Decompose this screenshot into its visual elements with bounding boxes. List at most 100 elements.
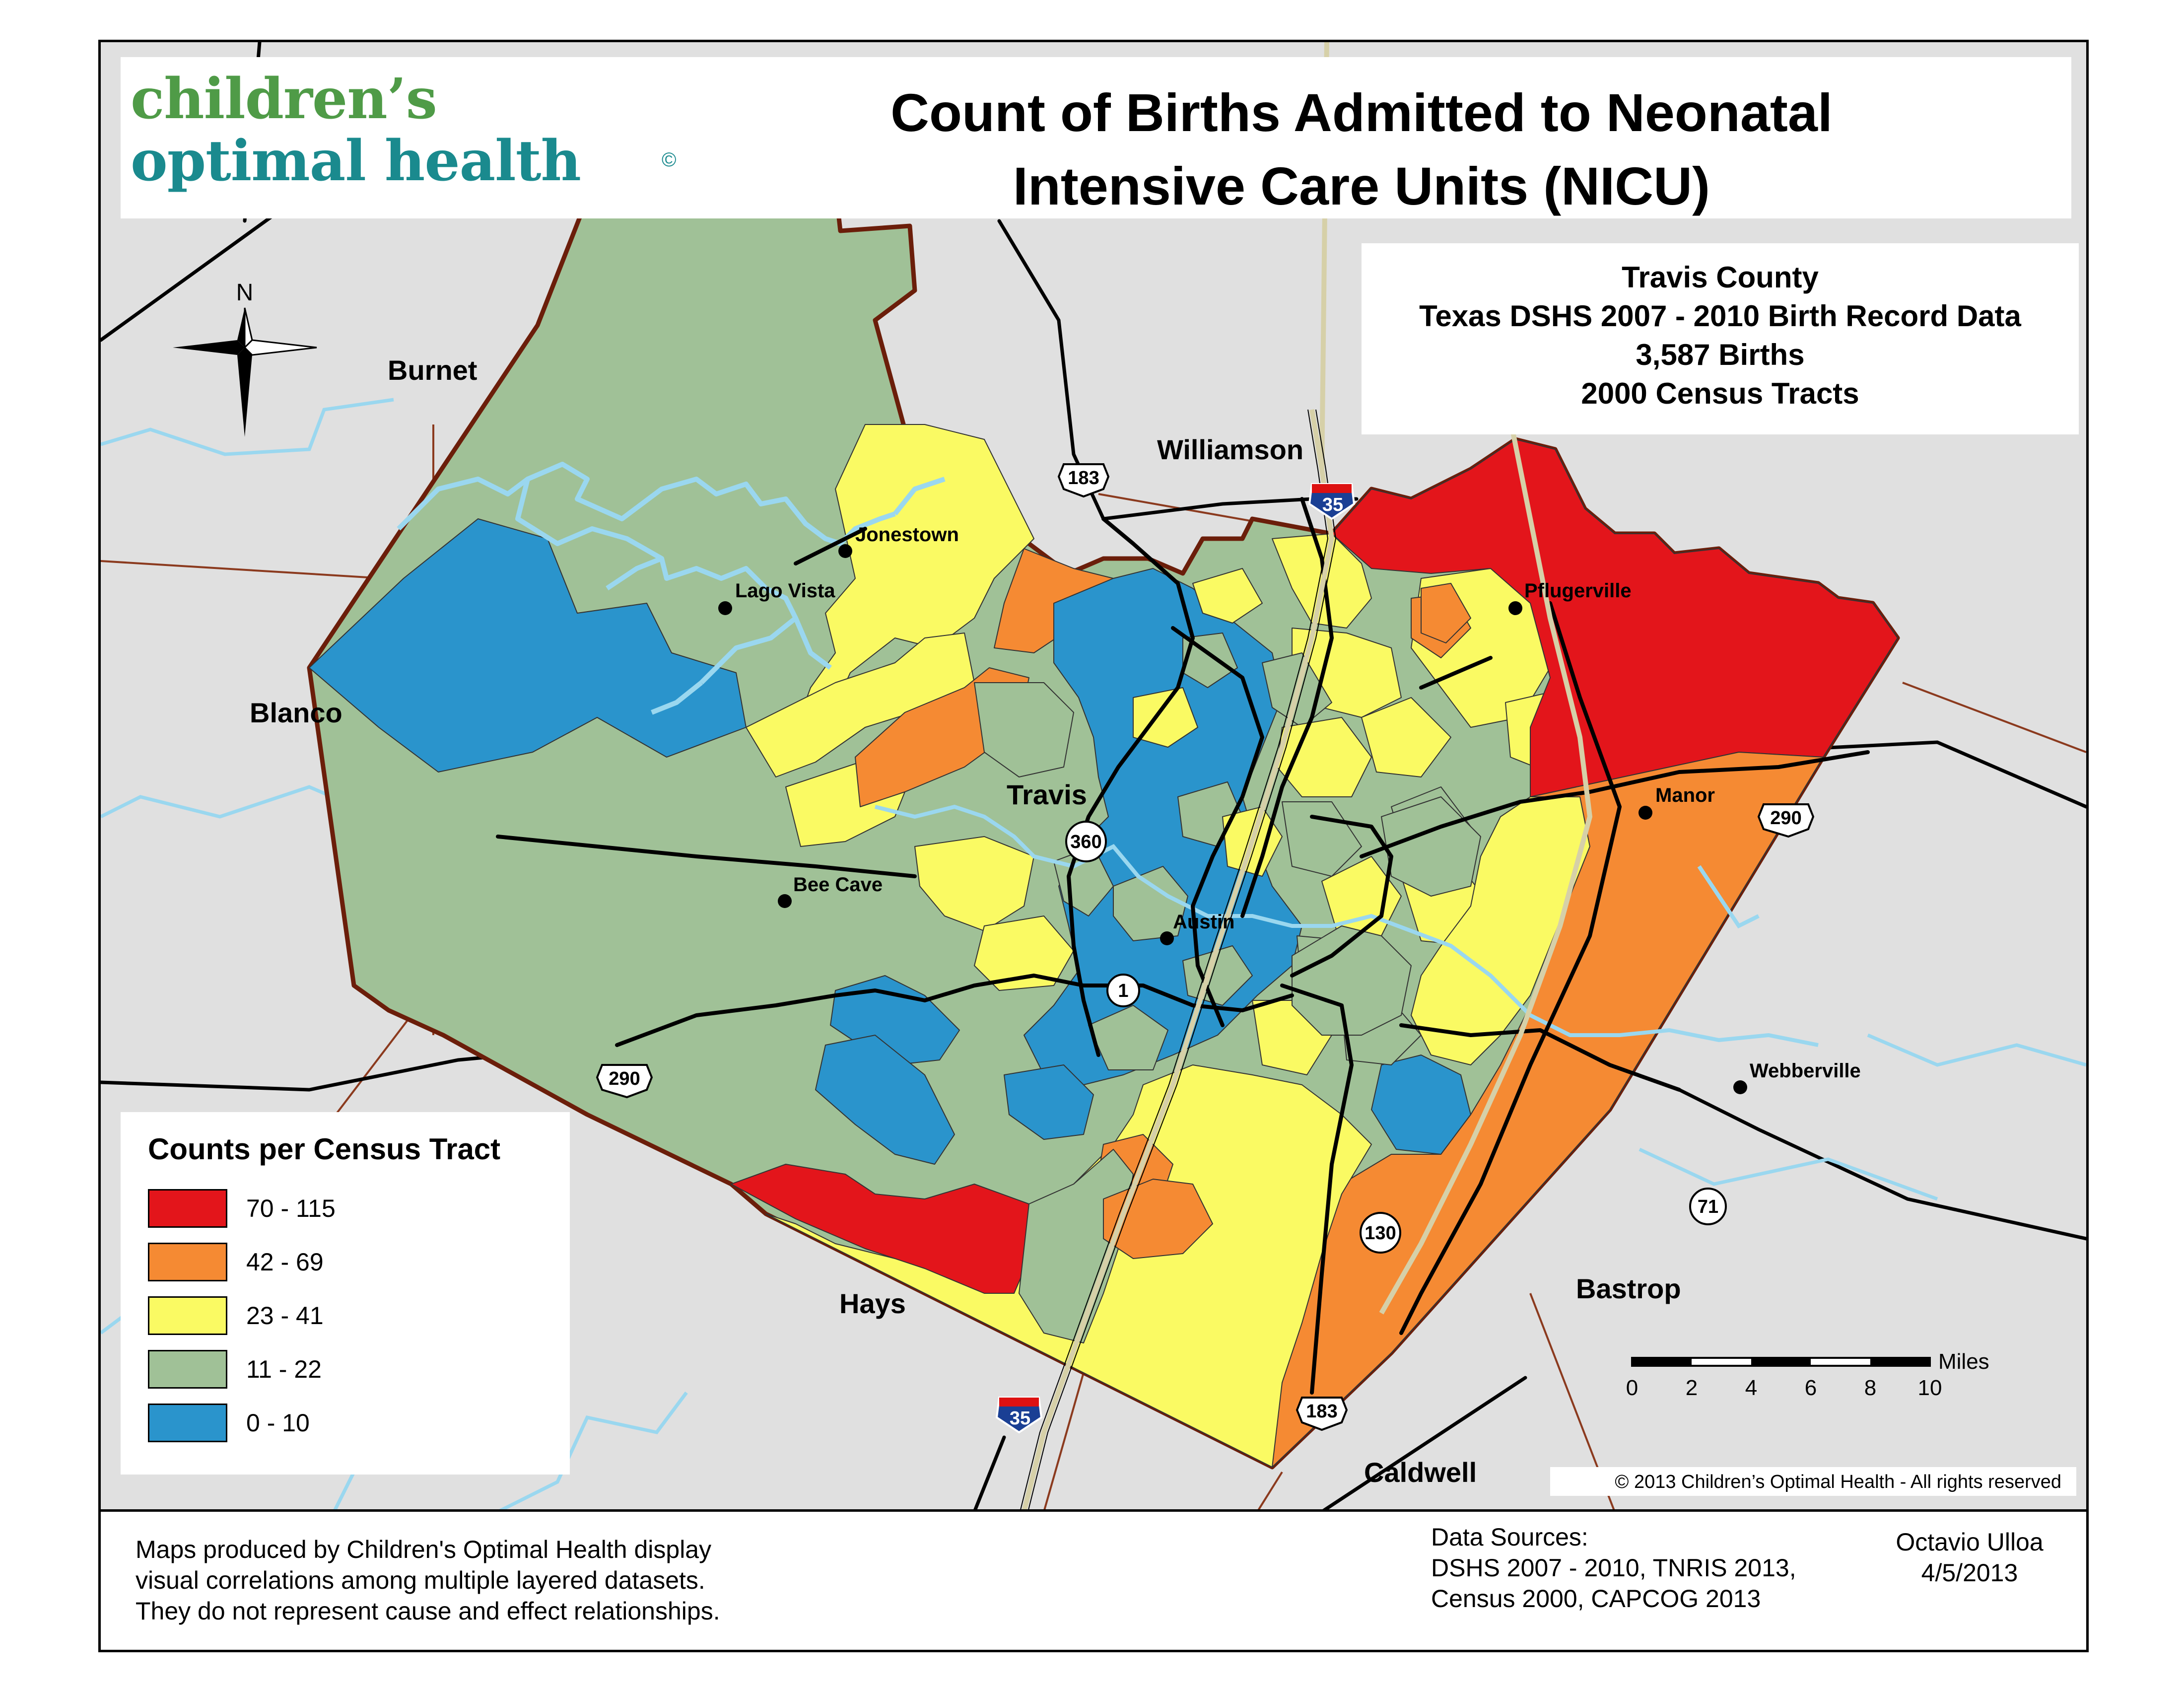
svg-text:35: 35 xyxy=(1322,494,1343,515)
footer-disclaimer: Maps produced by Children's Optimal Heal… xyxy=(136,1534,720,1626)
scale-tick-4: 4 xyxy=(1745,1376,1757,1400)
footer-data-sources: Data Sources: DSHS 2007 - 2010, TNRIS 20… xyxy=(1431,1522,1796,1614)
city-label-webberville: Webberville xyxy=(1750,1060,1861,1082)
county-label-caldwell: Caldwell xyxy=(1364,1457,1477,1488)
city-label-jonestown: Jonestown xyxy=(855,524,959,546)
map-title-line-2: Intensive Care Units (NICU) xyxy=(1013,156,1710,216)
north-label: N xyxy=(236,280,254,306)
loop-1-shield: 1 xyxy=(1106,974,1140,1007)
legend-label: 42 - 69 xyxy=(246,1248,324,1276)
colorado-river xyxy=(875,804,1819,1047)
legend-label: 0 - 10 xyxy=(246,1409,310,1437)
footer-sources-title: Data Sources: xyxy=(1431,1523,1588,1551)
info-county: Travis County xyxy=(1622,261,1819,294)
interstate-35-shield-north: 35 xyxy=(1308,483,1356,520)
logo-line-2: optimal health xyxy=(131,129,581,194)
legend-label: 23 - 41 xyxy=(246,1302,324,1330)
county-label-travis: Travis xyxy=(1007,779,1087,810)
legend-swatch xyxy=(148,1350,227,1389)
legend-swatch xyxy=(148,1404,227,1442)
legend-swatch xyxy=(148,1189,227,1228)
svg-text:1: 1 xyxy=(1118,981,1128,1001)
us-290-shield-east: 290 xyxy=(1757,803,1815,838)
scale-tick-0: 0 xyxy=(1626,1376,1638,1400)
scale-tick-2: 2 xyxy=(1686,1376,1698,1400)
info-source: Texas DSHS 2007 - 2010 Birth Record Data xyxy=(1419,299,2021,333)
city-label-bee-cave: Bee Cave xyxy=(793,874,883,896)
footer-disclaimer-line: They do not represent cause and effect r… xyxy=(136,1597,720,1625)
legend-label: 70 - 115 xyxy=(246,1195,336,1222)
county-label-bastrop: Bastrop xyxy=(1576,1273,1681,1304)
svg-text:35: 35 xyxy=(1010,1408,1030,1429)
svg-text:130: 130 xyxy=(1365,1223,1396,1244)
loop-360-shield: 360 xyxy=(1065,821,1107,862)
city-label-pflugerville: Pflugerville xyxy=(1524,580,1632,602)
legend-swatch xyxy=(148,1243,227,1281)
city-labels: Jonestown Lago Vista Pflugerville Manor … xyxy=(735,524,1861,1082)
footer-author-block: Octavio Ulloa 4/5/2013 xyxy=(1888,1527,2051,1588)
copyright-bg xyxy=(1550,1467,2076,1496)
city-markers xyxy=(718,544,1747,1094)
legend-title: Counts per Census Tract xyxy=(148,1132,501,1166)
svg-text:360: 360 xyxy=(1070,832,1101,852)
city-dot-lago-vista xyxy=(718,601,732,615)
us-183-shield-north: 183 xyxy=(1057,463,1110,498)
interstate-35-outline xyxy=(1020,409,1337,1512)
footer-date: 4/5/2013 xyxy=(1921,1559,2018,1587)
scale-bar: Miles 0 2 4 6 8 10 xyxy=(1626,1349,1989,1400)
map-title-line-1: Count of Births Admitted to Neonatal xyxy=(890,82,1833,142)
footer-sources-line: DSHS 2007 - 2010, TNRIS 2013, xyxy=(1431,1554,1796,1582)
county-label-burnet: Burnet xyxy=(388,354,477,386)
county-labels: Burnet Williamson Blanco Travis Hays Bas… xyxy=(250,354,1681,1488)
footer: Maps produced by Children's Optimal Heal… xyxy=(101,1509,2086,1650)
sh-71-shield: 71 xyxy=(1689,1188,1727,1225)
svg-text:290: 290 xyxy=(609,1068,640,1089)
city-dot-webberville xyxy=(1733,1080,1747,1094)
roads-inside xyxy=(496,497,1870,1395)
info-panel: Travis County Texas DSHS 2007 - 2010 Bir… xyxy=(1362,243,2079,434)
county-label-blanco: Blanco xyxy=(250,697,342,728)
title-panel: children’s optimal health © Count of Bir… xyxy=(121,57,2071,218)
city-label-lago-vista: Lago Vista xyxy=(735,580,835,602)
interstate-35-shield-south: 35 xyxy=(995,1397,1043,1434)
city-dot-bee-cave xyxy=(778,894,792,908)
north-arrow: N xyxy=(173,280,317,437)
svg-text:183: 183 xyxy=(1306,1401,1337,1422)
logo-copyright-mark: © xyxy=(662,149,677,171)
legend-label: 11 - 22 xyxy=(246,1355,322,1383)
svg-text:290: 290 xyxy=(1770,808,1801,829)
info-tracts: 2000 Census Tracts xyxy=(1581,377,1859,410)
logo-line-1: children’s xyxy=(131,67,437,132)
county-label-williamson: Williamson xyxy=(1157,434,1303,465)
scale-unit: Miles xyxy=(1938,1349,1989,1374)
us-183-shield-south: 183 xyxy=(1296,1397,1348,1431)
city-dot-manor xyxy=(1638,806,1652,820)
city-dot-pflugerville xyxy=(1508,601,1522,615)
scale-tick-8: 8 xyxy=(1864,1376,1876,1400)
legend-panel: Counts per Census Tract 70 - 115 42 - 69… xyxy=(121,1112,570,1475)
highway-shields: 183 35 290 360 1 130 71 290 35 183 xyxy=(596,463,1815,1434)
scale-tick-6: 6 xyxy=(1805,1376,1817,1400)
sh-130-shield: 130 xyxy=(1360,1212,1401,1254)
footer-author: Octavio Ulloa xyxy=(1896,1528,2044,1556)
census-tracts xyxy=(309,424,1898,1468)
footer-sources-line: Census 2000, CAPCOG 2013 xyxy=(1431,1585,1761,1613)
logo: children’s optimal health © xyxy=(131,67,701,211)
us-290-shield-west: 290 xyxy=(596,1064,653,1099)
footer-disclaimer-line: Maps produced by Children's Optimal Heal… xyxy=(136,1536,712,1563)
info-births: 3,587 Births xyxy=(1636,338,1805,371)
svg-text:183: 183 xyxy=(1068,468,1099,489)
map-title: Count of Births Admitted to Neonatal Int… xyxy=(736,76,1987,223)
city-dot-jonestown xyxy=(838,544,852,558)
city-label-austin: Austin xyxy=(1173,911,1234,933)
legend-swatch xyxy=(148,1296,227,1335)
footer-disclaimer-line: visual correlations among multiple layer… xyxy=(136,1566,705,1594)
city-label-manor: Manor xyxy=(1655,784,1715,806)
city-dot-austin xyxy=(1160,931,1174,945)
rivers-outside xyxy=(101,398,2086,1512)
copyright-notice: © 2013 Children’s Optimal Health - All r… xyxy=(1615,1472,2061,1492)
scale-tick-10: 10 xyxy=(1918,1376,1942,1400)
map-frame: Burnet Williamson Blanco Travis Hays Bas… xyxy=(98,40,2089,1652)
county-label-hays: Hays xyxy=(839,1288,906,1319)
svg-text:71: 71 xyxy=(1698,1196,1718,1217)
